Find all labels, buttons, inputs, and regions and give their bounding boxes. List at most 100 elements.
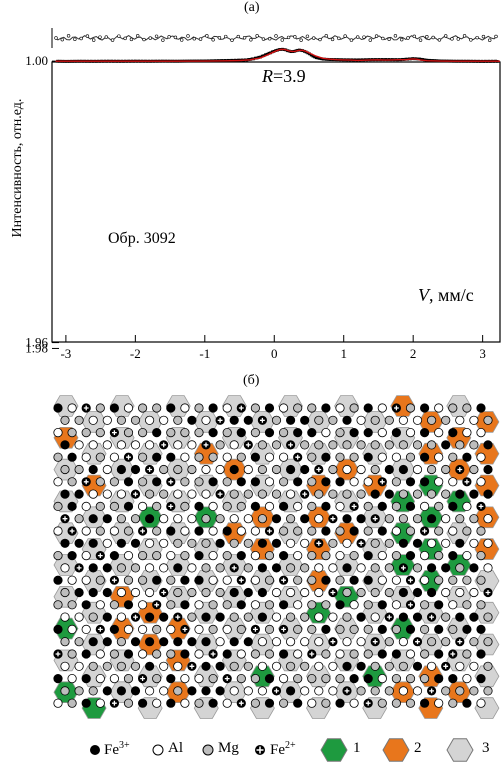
- mg-dot: [243, 612, 253, 622]
- al-dot: [145, 538, 155, 548]
- al-dot: [159, 563, 169, 573]
- mg-dot: [419, 649, 430, 659]
- al-dot: [257, 661, 267, 671]
- residual-point: [186, 34, 190, 38]
- mg-dot: [448, 575, 458, 585]
- mg-dot: [384, 563, 394, 573]
- fe2-cross: [112, 430, 117, 435]
- fe3-dot: [229, 637, 239, 647]
- fe3-dot: [426, 563, 437, 573]
- al-dot: [441, 538, 451, 548]
- mg-dot: [271, 489, 282, 499]
- plot-frame: [51, 61, 501, 343]
- fe2-cross: [358, 540, 364, 546]
- mg-dot: [67, 649, 77, 659]
- fe3-dot: [278, 501, 289, 511]
- mg-dot: [166, 600, 176, 610]
- al-dot: [109, 673, 120, 684]
- fe3-dot: [363, 550, 373, 561]
- mg-dot: [95, 575, 105, 585]
- data-point: [264, 53, 267, 57]
- al-dot: [159, 538, 169, 548]
- al-dot: [328, 612, 338, 622]
- mg-dot: [391, 501, 401, 511]
- al-dot: [95, 698, 105, 708]
- mg-dot: [412, 489, 423, 499]
- mg-dot: [426, 637, 437, 647]
- mg-dot: [95, 452, 105, 462]
- mg-dot: [229, 538, 239, 548]
- mg-dot: [307, 600, 317, 610]
- fe3-dot: [152, 477, 162, 487]
- residual-point: [60, 37, 64, 42]
- al-dot: [194, 673, 204, 684]
- mg-dot: [441, 612, 451, 622]
- al-dot: [67, 575, 77, 585]
- fe3-dot: [412, 612, 423, 622]
- fe3-dot: [321, 477, 331, 487]
- al-dot: [116, 489, 127, 499]
- al-dot: [60, 563, 70, 573]
- fe3-dot: [419, 403, 430, 413]
- fe2-cross: [140, 528, 145, 534]
- fe2-cross: [457, 639, 463, 645]
- mg-dot: [187, 612, 197, 622]
- mg-dot: [130, 661, 141, 671]
- al-dot: [215, 637, 225, 647]
- al-dot: [300, 637, 310, 647]
- mg-dot: [398, 661, 408, 671]
- mg-dot: [356, 489, 366, 499]
- al-dot: [187, 514, 197, 524]
- mg-dot: [123, 698, 134, 708]
- fe3-dot: [483, 489, 493, 499]
- fe3-dot: [123, 501, 134, 511]
- mg-dot: [173, 587, 183, 598]
- fe3-dot: [250, 501, 260, 511]
- fe3-dot: [201, 612, 211, 622]
- residual-point: [280, 38, 284, 42]
- al-dot: [53, 427, 63, 438]
- fe3-dot: [187, 686, 197, 696]
- al-dot: [88, 415, 98, 425]
- fe2-cross: [288, 442, 293, 448]
- fe3-dot: [53, 673, 63, 684]
- al-dot: [434, 452, 444, 462]
- fe2-cross: [62, 516, 68, 522]
- al-dot: [476, 477, 486, 487]
- fe3-dot: [285, 464, 296, 475]
- al-dot: [264, 477, 275, 487]
- mg-dot: [441, 415, 451, 425]
- fe3-dot: [81, 600, 91, 610]
- al-dot: [145, 563, 155, 573]
- al-dot: [300, 686, 310, 696]
- al-dot: [67, 403, 77, 413]
- mg-dot: [264, 550, 275, 561]
- fe3-dot: [321, 526, 331, 536]
- mg-dot: [363, 600, 373, 610]
- fe3-dot: [321, 403, 331, 413]
- mg-dot: [363, 526, 373, 536]
- mg-dot: [236, 452, 246, 462]
- al-dot: [53, 477, 63, 487]
- mg-dot: [243, 538, 253, 548]
- mg-dot: [469, 514, 479, 524]
- mg-dot: [405, 452, 416, 462]
- mg-dot: [138, 575, 148, 585]
- fe2-cross: [330, 516, 336, 522]
- fe3-dot: [426, 514, 437, 524]
- mg-dot: [285, 514, 296, 524]
- fe3-dot: [138, 698, 148, 708]
- residual-point: [129, 37, 134, 42]
- al-dot: [236, 649, 246, 659]
- mg-dot: [314, 489, 324, 499]
- y-tick-label: 1.98: [25, 340, 48, 355]
- mg-dot: [208, 673, 218, 684]
- fe3-dot: [356, 514, 366, 524]
- mg-dot: [398, 440, 408, 450]
- mg-dot: [138, 403, 148, 413]
- al-dot: [102, 440, 112, 450]
- fe3-dot: [215, 686, 225, 696]
- fe3-dot: [173, 637, 183, 647]
- mg-dot: [405, 698, 416, 708]
- mg-dot: [370, 440, 380, 450]
